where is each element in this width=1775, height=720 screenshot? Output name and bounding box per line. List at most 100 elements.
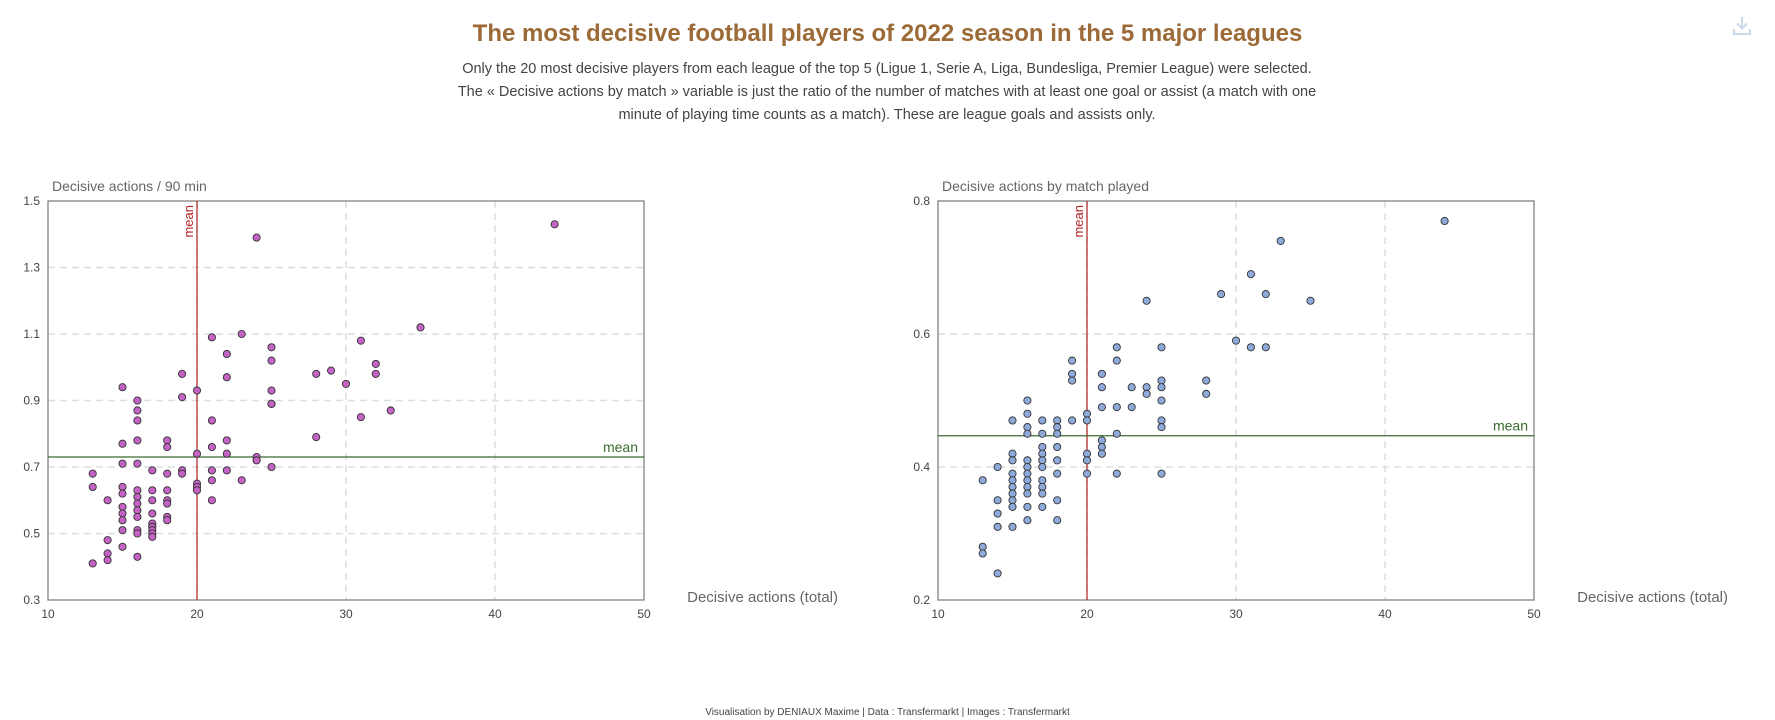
data-point	[163, 486, 172, 495]
x-tick-label: 30	[339, 607, 353, 621]
data-point	[1112, 469, 1121, 478]
data-point	[1008, 456, 1017, 465]
data-point	[252, 233, 261, 242]
data-point	[133, 506, 142, 515]
data-point	[103, 496, 112, 505]
data-point	[118, 482, 127, 492]
data-point	[163, 436, 172, 445]
data-point	[1142, 383, 1151, 392]
data-point	[133, 499, 142, 508]
download-icon[interactable]	[1730, 14, 1754, 38]
data-point	[1157, 376, 1166, 385]
data-point	[1023, 409, 1032, 418]
data-point	[1038, 456, 1047, 465]
data-point	[133, 406, 142, 415]
y-tick-label: 0.6	[913, 327, 930, 341]
data-point	[1157, 396, 1166, 405]
data-point	[312, 433, 321, 442]
data-point	[1157, 343, 1166, 352]
data-point	[993, 496, 1002, 505]
data-point	[1142, 389, 1151, 398]
data-point	[1053, 516, 1062, 525]
data-point	[1038, 489, 1047, 498]
data-point	[1097, 369, 1106, 378]
data-point	[1112, 429, 1121, 438]
data-point	[993, 509, 1002, 518]
data-point	[1261, 290, 1270, 299]
y-tick-label: 1.3	[23, 261, 40, 275]
y-tick-label: 0.8	[913, 194, 930, 208]
data-point	[371, 369, 380, 378]
data-point	[1008, 449, 1017, 458]
data-point	[148, 532, 157, 541]
chart-title: The most decisive football players of 20…	[472, 20, 1303, 47]
data-point	[1112, 343, 1121, 352]
data-point	[978, 476, 987, 485]
data-point	[1008, 489, 1017, 498]
x-tick-label: 50	[637, 607, 651, 621]
data-point	[163, 469, 172, 478]
data-point	[416, 323, 425, 332]
data-point	[118, 383, 127, 392]
data-point	[237, 476, 246, 485]
data-point	[1053, 423, 1062, 432]
data-point	[118, 509, 127, 518]
data-point	[222, 466, 231, 475]
data-point	[1157, 383, 1166, 392]
data-point	[1276, 236, 1285, 245]
data-point	[118, 502, 127, 511]
data-point	[192, 486, 202, 495]
data-point	[222, 373, 231, 382]
subtitle-line: minute of playing time counts as a match…	[618, 107, 1156, 123]
data-point	[1127, 383, 1136, 392]
data-point	[1008, 469, 1017, 478]
data-point	[1306, 296, 1315, 305]
data-point	[1008, 496, 1017, 505]
data-point	[1023, 516, 1032, 525]
data-point	[163, 442, 172, 452]
data-point	[103, 549, 112, 558]
data-point	[1157, 469, 1166, 478]
y-axis-title: Decisive actions / 90 min	[52, 178, 207, 194]
data-point	[133, 512, 142, 521]
data-point	[1008, 502, 1017, 511]
mean-x-label: mean	[181, 205, 196, 238]
x-tick-label: 30	[1229, 607, 1243, 621]
data-point	[118, 516, 127, 525]
data-point	[1202, 389, 1211, 398]
data-point	[207, 442, 216, 452]
data-point	[133, 416, 142, 425]
footer-credits: Visualisation by DENIAUX Maxime | Data :…	[705, 707, 1070, 718]
data-point	[1082, 469, 1092, 478]
data-point	[267, 386, 276, 395]
data-point	[1038, 482, 1047, 492]
data-point	[1008, 476, 1017, 485]
y-tick-label: 0.5	[23, 527, 40, 541]
data-point	[978, 542, 987, 551]
data-point	[341, 379, 351, 388]
y-tick-label: 0.7	[23, 460, 40, 474]
data-point	[237, 329, 246, 339]
data-point	[1082, 409, 1092, 418]
data-point	[1068, 416, 1077, 425]
subtitle-line: Only the 20 most decisive players from e…	[462, 61, 1312, 77]
data-point	[356, 336, 365, 345]
data-point	[1038, 442, 1047, 452]
data-point	[1053, 469, 1062, 478]
data-point	[88, 469, 97, 478]
data-point	[1008, 482, 1017, 492]
x-tick-label: 20	[1080, 607, 1094, 621]
data-point	[1246, 270, 1255, 279]
data-point	[1068, 356, 1077, 365]
data-point	[1038, 502, 1047, 511]
data-point	[1261, 343, 1270, 352]
data-point	[103, 556, 112, 565]
data-point	[1023, 489, 1032, 498]
plot-frame	[47, 200, 645, 601]
data-point	[192, 386, 202, 395]
data-point	[1038, 416, 1047, 425]
mean-y-label: mean	[1493, 418, 1528, 434]
data-point	[993, 569, 1002, 578]
data-point	[267, 343, 276, 352]
y-tick-label: 0.2	[913, 593, 930, 607]
